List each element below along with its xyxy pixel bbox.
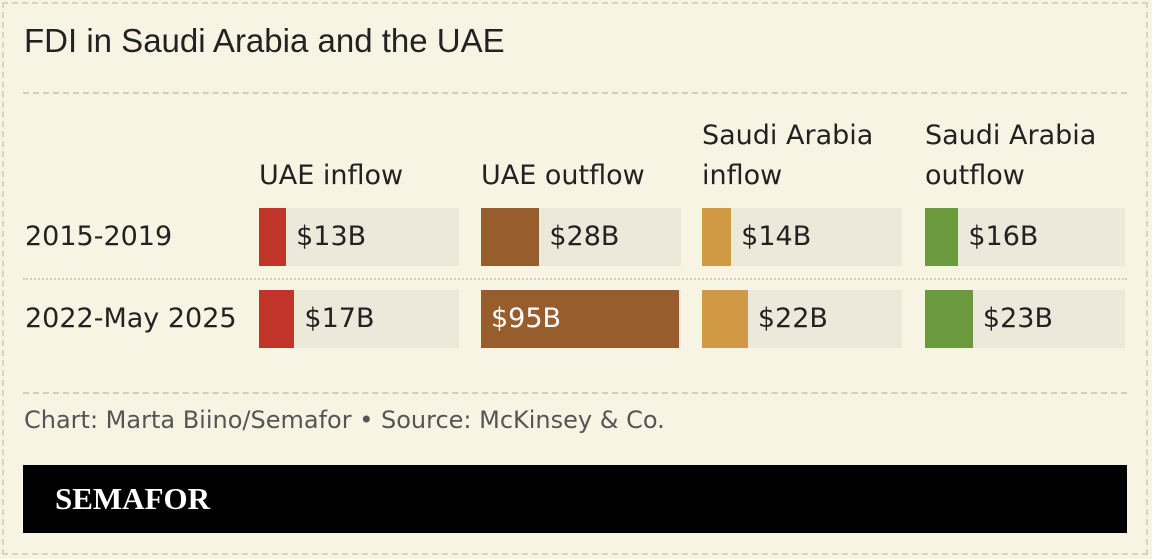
bar: [481, 208, 540, 266]
brand: SEMAFOR: [55, 481, 210, 516]
bar: [259, 290, 295, 348]
value-label: $13B: [296, 221, 367, 252]
cell: $14B: [702, 208, 902, 266]
value-label: $16B: [968, 221, 1039, 252]
cell: $22B: [702, 290, 902, 348]
cell: $95B: [481, 290, 681, 348]
chart-title: FDI in Saudi Arabia and the UAE: [24, 22, 505, 59]
value-label: $22B: [757, 303, 828, 334]
cell: $16B: [925, 208, 1125, 266]
header-wrap: Saudi Arabia inflow: [702, 110, 892, 196]
header-wrap: UAE inflow: [259, 110, 449, 196]
brand-bar: SEMAFOR: [23, 465, 1127, 533]
source: Chart: Marta Biino/Semafor • Source: McK…: [24, 406, 665, 434]
cell: $23B: [925, 290, 1125, 348]
divider: [23, 392, 1127, 394]
legend-label: Saudi Arabia outflow: [925, 120, 1097, 191]
row-label: 2015-2019: [25, 221, 173, 252]
divider: [23, 92, 1127, 94]
value-label: $17B: [304, 303, 375, 334]
bar: [702, 208, 732, 266]
cell: $28B: [481, 208, 681, 266]
header-wrap: Saudi Arabia outflow: [925, 110, 1115, 196]
header-wrap: UAE outflow: [481, 110, 671, 196]
legend-label: UAE outflow: [481, 160, 645, 191]
row-label: 2022-May 2025: [25, 303, 237, 334]
bar: [925, 208, 959, 266]
cell: $17B: [259, 290, 459, 348]
cell: $13B: [259, 208, 459, 266]
bar: [481, 290, 679, 348]
bar: [925, 290, 973, 348]
value-label: $14B: [741, 221, 812, 252]
legend-label: Saudi Arabia inflow: [702, 120, 874, 191]
legend-label: UAE inflow: [259, 160, 404, 191]
row-divider: [23, 278, 1127, 280]
bar: [259, 208, 287, 266]
value-label: $95B: [491, 303, 562, 334]
value-label: $28B: [549, 221, 620, 252]
value-label: $23B: [982, 303, 1053, 334]
bar: [702, 290, 748, 348]
